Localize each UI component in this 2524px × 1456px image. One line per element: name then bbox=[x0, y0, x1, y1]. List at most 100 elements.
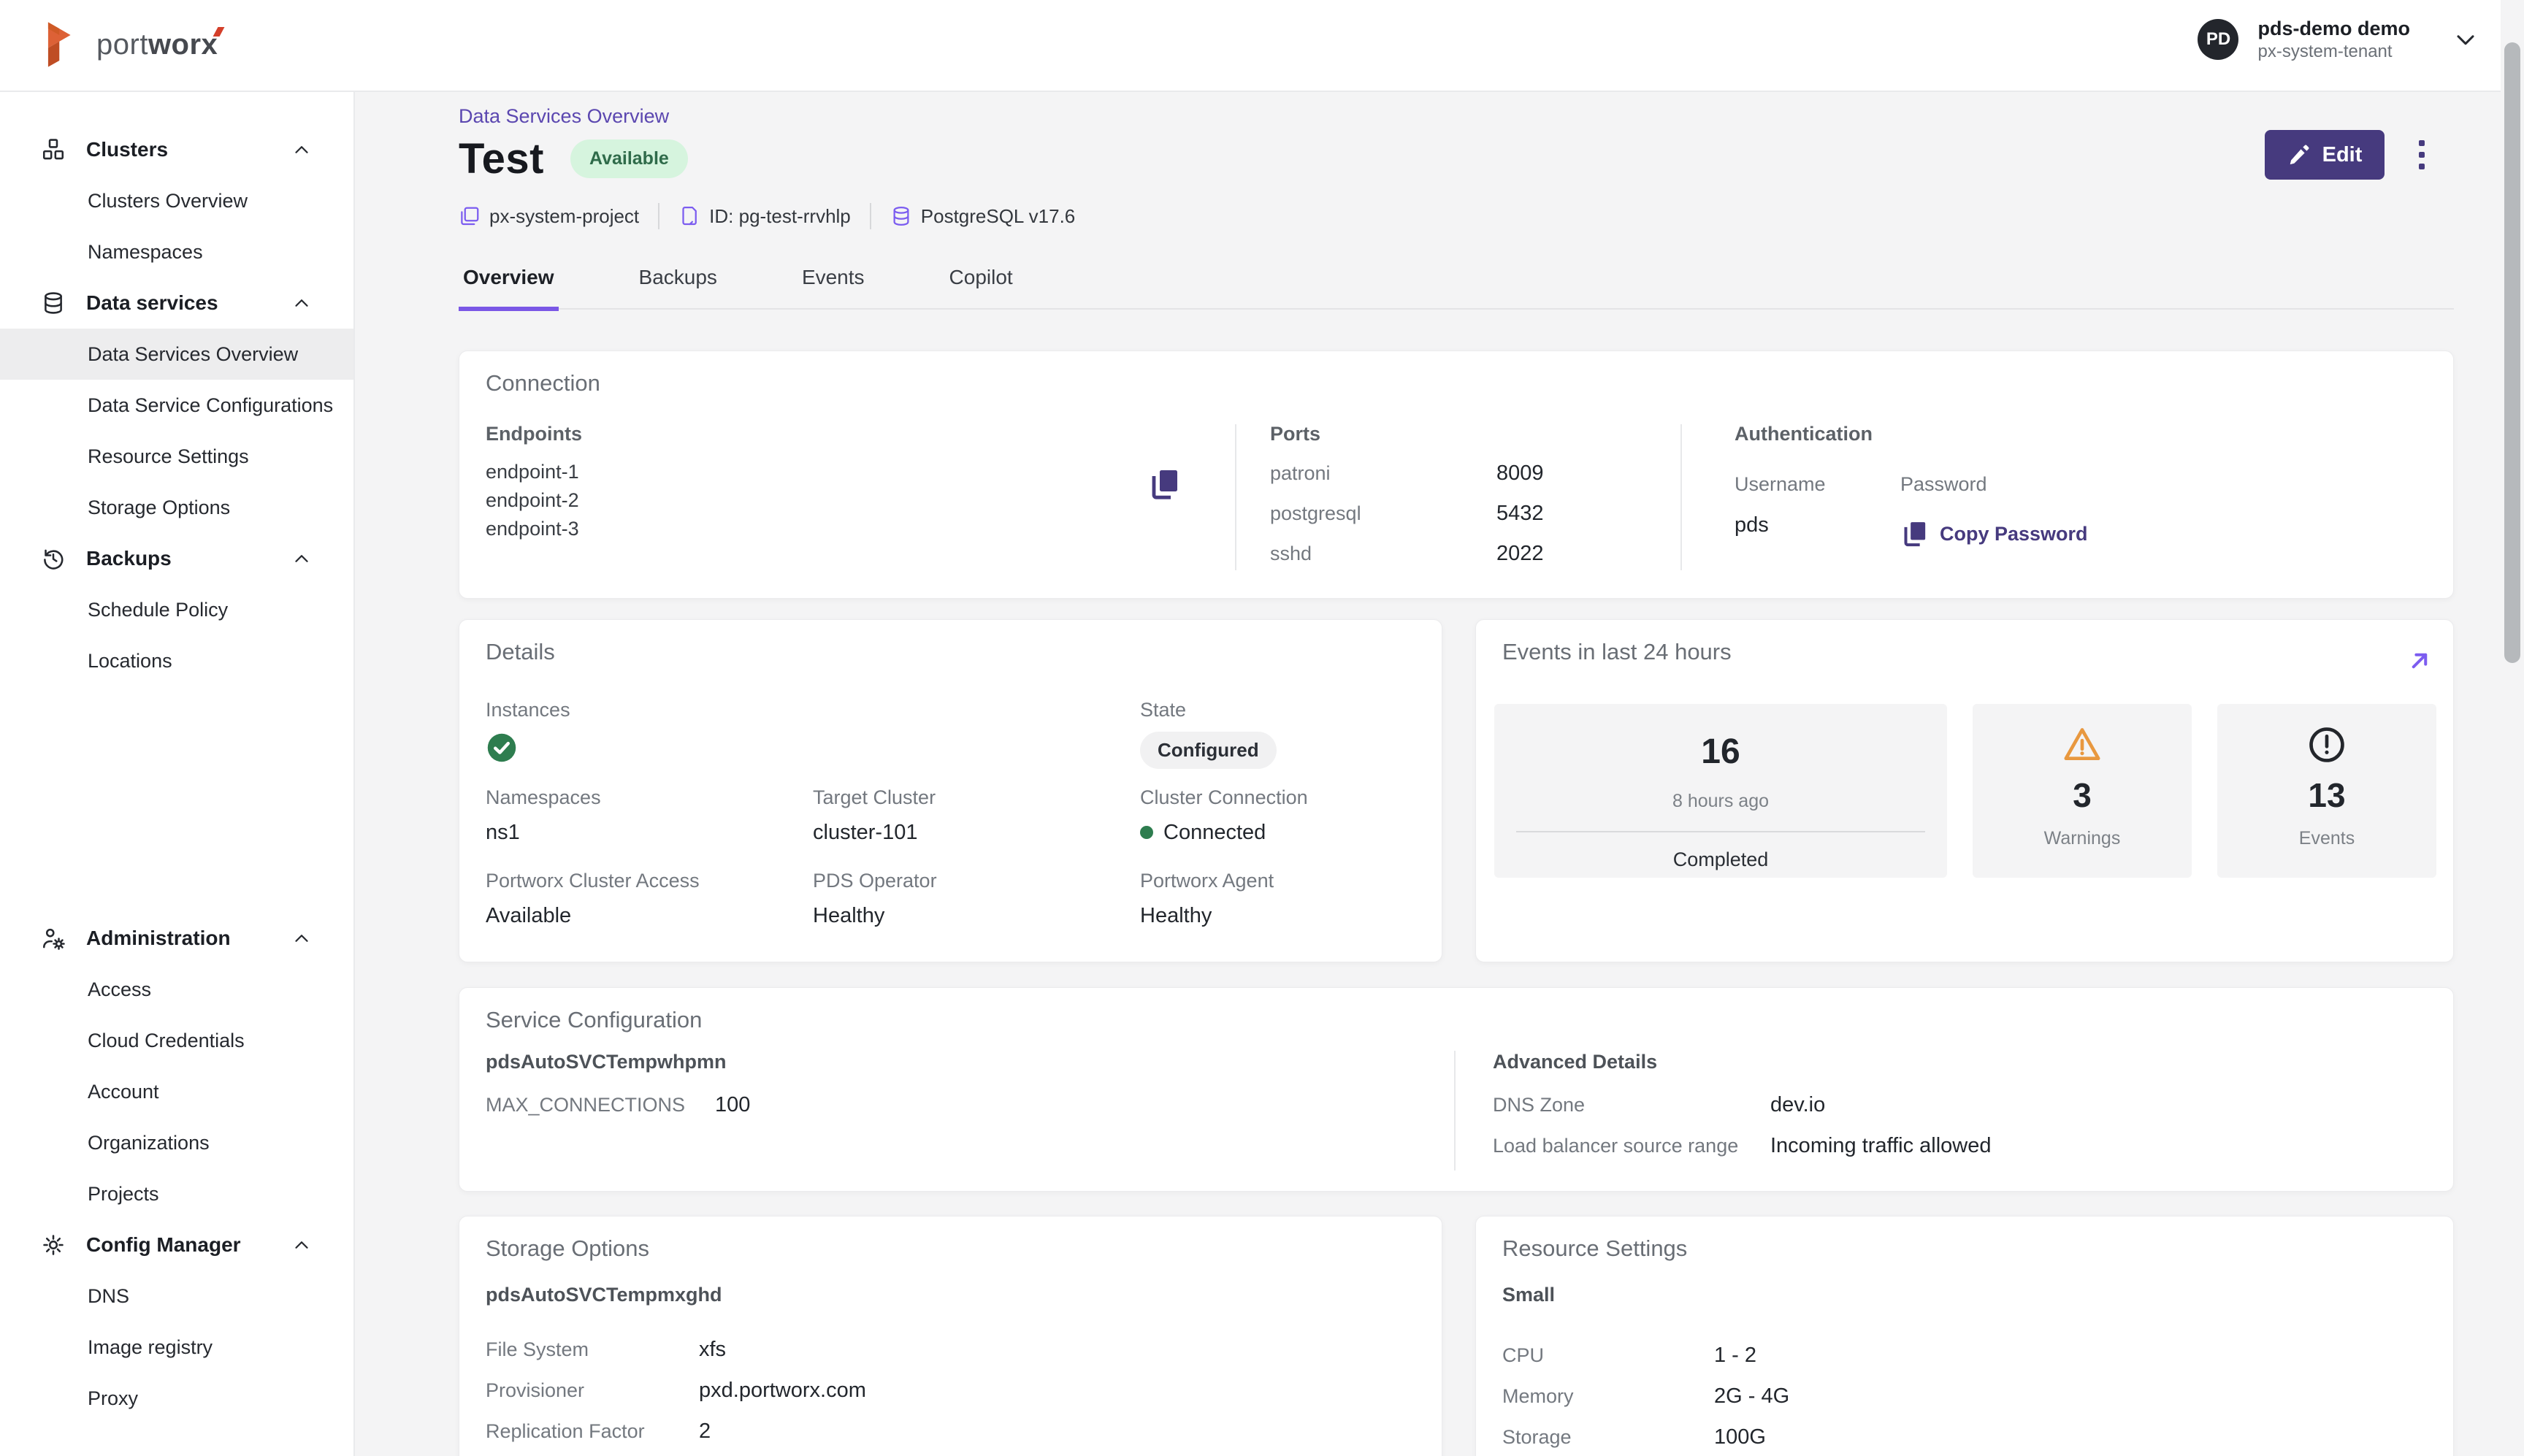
portworx-logo-icon bbox=[47, 22, 71, 67]
sidebar-item-label: Data Service Configurations bbox=[88, 394, 334, 416]
backup-time: 8 hours ago bbox=[1672, 791, 1770, 811]
sidebar-item-label: Schedule Policy bbox=[88, 598, 229, 621]
tab-overview[interactable]: Overview bbox=[459, 266, 559, 311]
field-label: Storage bbox=[1502, 1425, 1572, 1448]
sidebar-section-label: Backups bbox=[86, 547, 172, 570]
warning-triangle-icon bbox=[2064, 728, 2100, 760]
service-configuration-card: Service Configuration pdsAutoSVCTempwhpm… bbox=[459, 987, 2454, 1192]
event-tiles: 16 8 hours ago Completed 3 Warnings bbox=[1494, 704, 2436, 878]
sidebar-item-label: Clusters Overview bbox=[88, 189, 248, 212]
sidebar-item-storage-options[interactable]: Storage Options bbox=[0, 482, 353, 533]
edit-button[interactable]: Edit bbox=[2265, 130, 2385, 180]
state-field: State Configured bbox=[1140, 699, 1277, 769]
field-label: CPU bbox=[1502, 1344, 1545, 1366]
memory-row: Memory 2G - 4G bbox=[1502, 1383, 1789, 1409]
divider bbox=[1235, 424, 1236, 570]
chevron-up-icon bbox=[295, 299, 308, 307]
copy-password-button[interactable]: Copy Password bbox=[1900, 519, 2088, 548]
storage-config-name: pdsAutoSVCTempmxghd bbox=[486, 1284, 722, 1306]
warnings-count: 3 bbox=[2073, 776, 2092, 814]
page-scrollbar bbox=[2501, 0, 2524, 1456]
tab-backups[interactable]: Backups bbox=[638, 266, 717, 288]
instances-label: Instances bbox=[486, 699, 570, 721]
field-value: Healthy bbox=[813, 904, 885, 927]
chevron-up-icon bbox=[295, 146, 308, 153]
field-label: Load balancer source range bbox=[1493, 1135, 1739, 1157]
field-value: Available bbox=[486, 904, 572, 927]
endpoint-item: endpoint-2 bbox=[486, 489, 579, 511]
field-value: 100G bbox=[1714, 1425, 1766, 1449]
sidebar-item-namespaces[interactable]: Namespaces bbox=[0, 226, 353, 277]
sidebar-item-organizations[interactable]: Organizations bbox=[0, 1117, 353, 1168]
sidebar-item-resource-settings[interactable]: Resource Settings bbox=[0, 431, 353, 482]
ports-label: Ports bbox=[1270, 423, 1321, 445]
field-label: Provisioner bbox=[486, 1379, 585, 1401]
sidebar-section-data-services[interactable]: Data services bbox=[0, 277, 353, 329]
account-name: pds-demo demo bbox=[2257, 18, 2410, 39]
cluster-connection-field: Cluster Connection Connected bbox=[1140, 786, 1308, 845]
meta-project-label: px-system-project bbox=[489, 204, 640, 227]
instances-field: Instances bbox=[486, 699, 570, 767]
top-bar: portworx PD pds-demo demo px-system-tena… bbox=[0, 0, 2524, 92]
more-actions-button[interactable] bbox=[2400, 133, 2444, 177]
events-icon-wrap bbox=[2217, 724, 2436, 765]
tab-events[interactable]: Events bbox=[801, 266, 865, 288]
events-label: Events bbox=[2298, 828, 2355, 848]
field-value: 2 bbox=[699, 1419, 711, 1443]
copy-icon bbox=[1152, 470, 1177, 499]
service-configuration-title: Service Configuration bbox=[486, 1007, 703, 1032]
field-value: 1 - 2 bbox=[1714, 1343, 1757, 1367]
sidebar-section-administration[interactable]: Administration bbox=[0, 913, 353, 964]
sidebar-item-account[interactable]: Account bbox=[0, 1066, 353, 1117]
open-events-button[interactable] bbox=[2403, 645, 2436, 677]
username-label: Username bbox=[1735, 473, 1826, 495]
resource-settings-title: Resource Settings bbox=[1502, 1235, 1688, 1261]
sidebar-item-schedule-policy[interactable]: Schedule Policy bbox=[0, 584, 353, 635]
advanced-details-title: Advanced Details bbox=[1493, 1051, 1658, 1073]
sidebar-item-data-services-overview[interactable]: Data Services Overview bbox=[0, 329, 353, 380]
sidebar-item-cloud-credentials[interactable]: Cloud Credentials bbox=[0, 1015, 353, 1066]
meta-id: ID: pg-test-rrvhlp bbox=[678, 205, 851, 228]
config-value: 100 bbox=[715, 1093, 751, 1116]
warnings-tile: 3 Warnings bbox=[1973, 704, 2192, 878]
meta-separator bbox=[869, 203, 871, 229]
connection-card: Connection Endpoints endpoint-1 endpoint… bbox=[459, 350, 2454, 599]
warning-icon-wrap bbox=[1973, 724, 2192, 765]
pds-operator-field: PDS Operator Healthy bbox=[813, 870, 937, 928]
tab-copilot[interactable]: Copilot bbox=[949, 266, 1013, 288]
account-menu[interactable]: PD pds-demo demo px-system-tenant bbox=[2198, 16, 2480, 63]
username-value: pds bbox=[1735, 513, 1769, 537]
field-label: File System bbox=[486, 1338, 589, 1360]
copy-endpoints-button[interactable] bbox=[1147, 467, 1182, 502]
sidebar-item-dns[interactable]: DNS bbox=[0, 1271, 353, 1322]
sidebar-section-clusters[interactable]: Clusters bbox=[0, 124, 353, 175]
scrollbar-thumb[interactable] bbox=[2504, 42, 2520, 663]
field-value: 2G - 4G bbox=[1714, 1384, 1790, 1408]
project-icon bbox=[461, 207, 479, 226]
sidebar-section-config-manager[interactable]: Config Manager bbox=[0, 1219, 353, 1271]
details-card-title: Details bbox=[486, 639, 555, 664]
sidebar-item-image-registry[interactable]: Image registry bbox=[0, 1322, 353, 1373]
storage-options-title: Storage Options bbox=[486, 1235, 650, 1261]
sidebar-section-label: Clusters bbox=[86, 138, 169, 161]
sidebar-section-backups[interactable]: Backups bbox=[0, 533, 353, 584]
meta-project: px-system-project bbox=[459, 205, 639, 228]
sidebar-item-data-service-configurations[interactable]: Data Service Configurations bbox=[0, 380, 353, 431]
endpoints-list: endpoint-1 endpoint-2 endpoint-3 bbox=[486, 458, 579, 543]
sidebar-item-label: Cloud Credentials bbox=[88, 1029, 245, 1051]
authentication-label: Authentication bbox=[1735, 423, 1873, 445]
sidebar-item-locations[interactable]: Locations bbox=[0, 635, 353, 686]
port-name: sshd bbox=[1270, 543, 1312, 564]
sidebar-item-projects[interactable]: Projects bbox=[0, 1168, 353, 1219]
sidebar-item-access[interactable]: Access bbox=[0, 964, 353, 1015]
field-label: DNS Zone bbox=[1493, 1094, 1586, 1116]
sidebar-item-proxy[interactable]: Proxy bbox=[0, 1373, 353, 1424]
field-label: Portworx Cluster Access bbox=[486, 870, 700, 892]
dns-zone-row: DNS Zone dev.io bbox=[1493, 1093, 1825, 1117]
breadcrumb[interactable]: Data Services Overview bbox=[459, 105, 670, 127]
divider bbox=[1680, 424, 1682, 570]
sidebar-item-clusters-overview[interactable]: Clusters Overview bbox=[0, 175, 353, 226]
password-block: Password Copy Password bbox=[1900, 473, 2088, 548]
events-card-title: Events in last 24 hours bbox=[1502, 639, 1732, 664]
chevron-up-icon bbox=[295, 1241, 308, 1249]
